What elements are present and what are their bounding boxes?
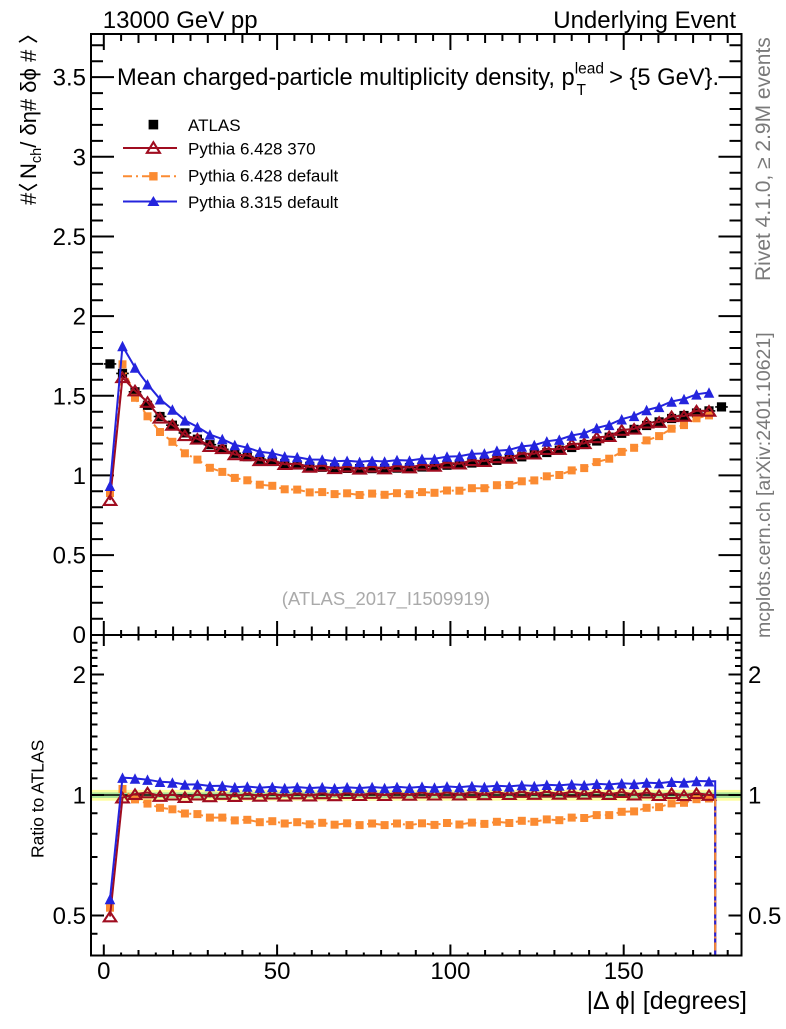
svg-text:|Δ ϕ| [degrees]: |Δ ϕ| [degrees] [587,987,747,1015]
svg-text:2: 2 [73,304,86,331]
svg-text:0.5: 0.5 [53,543,86,570]
svg-text:Underlying Event: Underlying Event [553,7,736,34]
svg-text:0.5: 0.5 [53,903,86,930]
svg-text:0: 0 [97,958,110,985]
svg-text:1: 1 [748,783,761,810]
svg-text:1.5: 1.5 [53,383,86,410]
svg-text:Rivet 4.1.0, ≥ 2.9M events: Rivet 4.1.0, ≥ 2.9M events [752,37,775,281]
svg-text:Pythia 8.315 default: Pythia 8.315 default [188,193,339,212]
svg-text:1: 1 [73,463,86,490]
svg-text:150: 150 [604,958,644,985]
svg-text:mcplots.cern.ch [arXiv:2401.10: mcplots.cern.ch [arXiv:2401.10621] [753,332,775,638]
svg-text:Pythia 6.428 default: Pythia 6.428 default [188,167,339,186]
svg-text:3: 3 [73,144,86,171]
svg-text:0: 0 [73,622,86,649]
svg-text:2.5: 2.5 [53,224,86,251]
svg-text:Ratio to ATLAS: Ratio to ATLAS [28,740,48,858]
svg-text:(ATLAS_2017_I1509919): (ATLAS_2017_I1509919) [282,588,490,610]
svg-text:13000 GeV pp: 13000 GeV pp [103,7,258,34]
svg-text:Pythia 6.428 370: Pythia 6.428 370 [188,140,316,159]
svg-text:ATLAS: ATLAS [188,116,241,135]
svg-text:3.5: 3.5 [53,65,86,92]
svg-text:#: # [16,192,41,205]
svg-text:50: 50 [264,958,291,985]
svg-text:0.5: 0.5 [748,903,781,930]
svg-text:1: 1 [73,783,86,810]
svg-text:2: 2 [73,662,86,689]
svg-text:100: 100 [430,958,470,985]
svg-text:2: 2 [748,662,761,689]
